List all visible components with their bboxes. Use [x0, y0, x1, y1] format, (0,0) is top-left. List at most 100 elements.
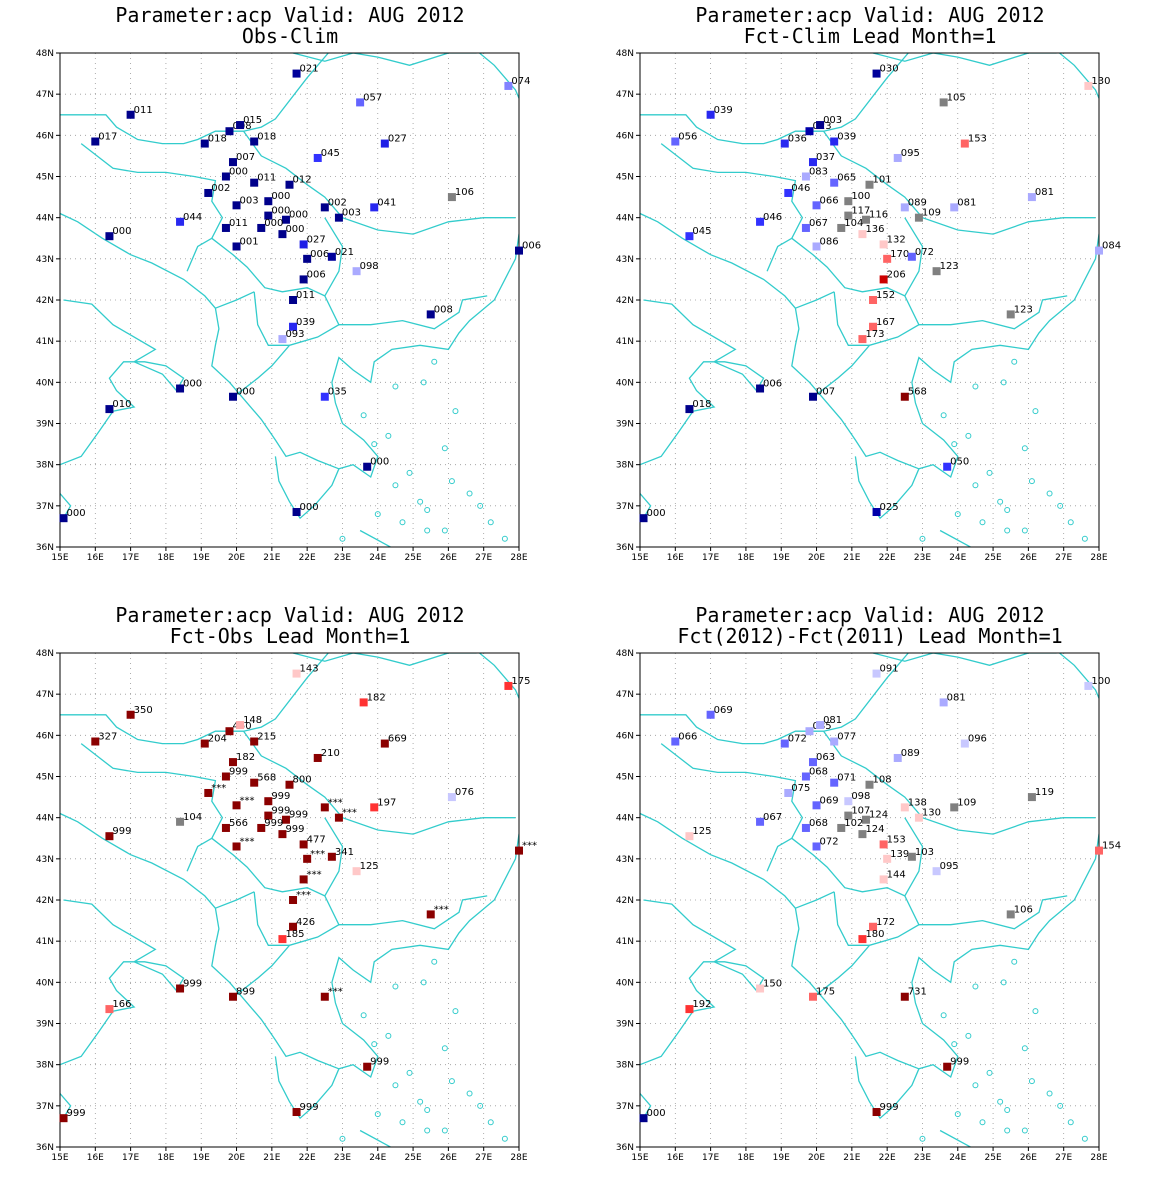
island-outline — [392, 1082, 399, 1089]
station-marker — [320, 992, 329, 1001]
y-tick-label: 40N — [616, 978, 634, 988]
station-label: 899 — [236, 987, 255, 998]
station-marker — [504, 681, 513, 690]
coastline-path — [236, 944, 290, 996]
station-label: 086 — [820, 236, 839, 247]
station-label: 036 — [788, 134, 807, 145]
station-marker — [671, 737, 680, 746]
y-tick-label: 36N — [616, 1143, 634, 1153]
station-label: 104 — [183, 812, 202, 823]
station-label: 050 — [950, 457, 969, 468]
station-label: 999 — [271, 806, 290, 817]
station-label: 143 — [300, 664, 319, 675]
station-marker — [176, 384, 185, 393]
station-marker — [837, 823, 846, 832]
station-marker — [939, 698, 948, 707]
island-outline — [417, 1098, 424, 1105]
station-label: 072 — [915, 247, 934, 258]
station-marker — [264, 797, 273, 806]
station-marker — [320, 203, 329, 212]
station-marker — [105, 832, 114, 841]
station-label: 130 — [922, 808, 941, 819]
station-marker — [504, 81, 513, 90]
island-outline — [392, 482, 399, 489]
station-label: 098 — [851, 791, 870, 802]
station-label: 081 — [1035, 187, 1054, 198]
station-label: 000 — [112, 226, 131, 237]
station-marker — [1084, 681, 1093, 690]
station-marker — [869, 296, 878, 304]
island-outline — [420, 379, 427, 386]
station-marker — [844, 811, 853, 820]
station-marker — [221, 823, 230, 832]
station-marker — [858, 935, 867, 944]
station-marker — [1027, 793, 1036, 802]
station-marker — [960, 139, 969, 148]
x-tick-label: 20E — [808, 1153, 825, 1163]
x-tick-label: 15E — [51, 553, 68, 563]
station-marker — [229, 158, 238, 167]
station-marker — [858, 335, 867, 344]
station-marker — [900, 392, 909, 401]
station-marker — [426, 310, 435, 319]
station-marker — [844, 211, 853, 220]
station-marker — [671, 137, 680, 146]
y-tick-label: 46N — [616, 731, 634, 741]
coastline-path — [660, 743, 804, 872]
x-tick-label: 22E — [879, 553, 896, 563]
x-tick-label: 16E — [87, 1153, 104, 1163]
station-label: 081 — [947, 692, 966, 703]
station-marker — [872, 1108, 881, 1117]
station-marker — [200, 739, 209, 748]
station-marker — [872, 508, 881, 517]
station-label: 669 — [388, 734, 407, 745]
station-marker — [292, 508, 301, 517]
station-marker — [278, 335, 287, 344]
station-label: 045 — [692, 226, 711, 237]
station-marker — [299, 240, 308, 249]
coastline-path — [918, 895, 1068, 930]
station-marker — [943, 462, 952, 471]
y-tick-label: 42N — [616, 896, 634, 906]
station-label: 095 — [940, 861, 959, 872]
coastline-path — [60, 812, 340, 1120]
panel-title-line1: Parameter:acp Valid: AUG 2012 — [115, 603, 464, 627]
island-outline — [487, 519, 494, 526]
coastline-path — [292, 653, 477, 666]
station-marker — [303, 854, 312, 863]
island-outline — [339, 535, 346, 542]
station-marker — [257, 223, 266, 232]
station-marker — [812, 842, 821, 851]
station-marker — [830, 737, 839, 746]
station-label: 068 — [809, 818, 828, 829]
x-tick-label: 24E — [949, 1153, 966, 1163]
coastline-path — [640, 212, 920, 520]
station-label: 102 — [844, 818, 863, 829]
station-marker — [221, 772, 230, 781]
coastline-path — [872, 653, 1057, 666]
station-marker — [900, 203, 909, 212]
station-label: 106 — [1014, 904, 1033, 915]
station-label: 568 — [908, 387, 927, 398]
station-label: 007 — [816, 387, 835, 398]
station-label: 124 — [865, 824, 884, 835]
station-marker — [285, 780, 294, 789]
coastlines — [60, 53, 519, 547]
x-tick-label: 26E — [1020, 1153, 1037, 1163]
station-marker — [805, 127, 814, 136]
station-label: 017 — [98, 132, 117, 143]
station-marker — [812, 242, 821, 251]
station-marker — [801, 223, 810, 232]
station-label: 204 — [208, 734, 227, 745]
station-marker — [232, 201, 241, 210]
panel-title-line2: Obs-Clim — [242, 24, 338, 48]
station-label: 011 — [257, 173, 276, 184]
station-label: 098 — [360, 261, 379, 272]
station-marker — [229, 392, 238, 401]
station-marker — [883, 854, 892, 863]
station-marker — [225, 727, 234, 736]
station-marker — [232, 801, 241, 810]
island-outline — [371, 441, 378, 448]
x-tick-label: 27E — [475, 1153, 492, 1163]
x-tick-label: 17E — [702, 553, 719, 563]
